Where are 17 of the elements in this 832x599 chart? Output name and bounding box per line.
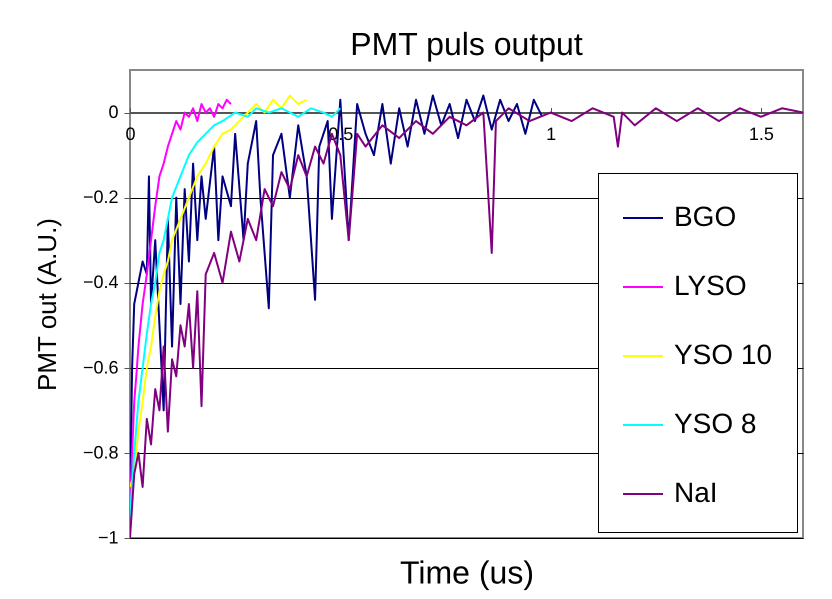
y-tick-label: 0 <box>108 102 118 122</box>
legend-label: LYSO <box>674 270 747 301</box>
y-tick-label: −0.6 <box>82 357 118 378</box>
y-axis-title: PMT out (A.U.) <box>32 218 62 391</box>
x-axis-title: Time (us) <box>400 554 534 590</box>
legend-label: BGO <box>674 201 736 232</box>
legend-label: YSO 8 <box>674 408 756 439</box>
x-tick-label: 0 <box>125 124 136 144</box>
y-tick-label: −0.8 <box>82 442 118 462</box>
x-tick-label: 1.5 <box>748 124 774 144</box>
legend-label: YSO 10 <box>674 339 772 370</box>
y-tick-label: −0.4 <box>82 272 118 292</box>
x-tick-label: 1 <box>546 124 556 144</box>
y-tick-label: −0.2 <box>82 187 118 208</box>
y-tick-label: −1 <box>98 528 118 548</box>
legend-label: NaI <box>674 477 718 508</box>
chart-title: PMT puls output <box>350 26 583 62</box>
